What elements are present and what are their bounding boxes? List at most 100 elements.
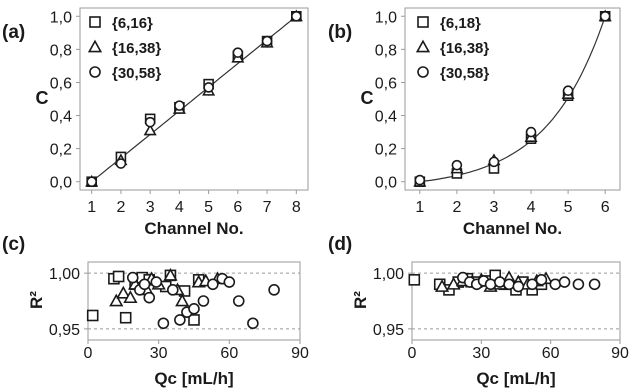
x-tick-label: 2 — [116, 199, 125, 216]
panel-label: (b) — [328, 22, 352, 43]
y-tick-label: 1,00 — [49, 266, 80, 283]
x-axis-label: Qc [mL/h] — [476, 369, 555, 388]
x-tick-label: 3 — [490, 199, 499, 216]
data-point-circle — [494, 276, 506, 288]
data-point-circle — [512, 280, 525, 293]
y-tick-label: 1,0 — [375, 9, 397, 26]
x-tick-label: 0 — [84, 345, 93, 362]
data-point-circle — [503, 278, 515, 291]
y-tick-label: 0,2 — [50, 142, 72, 159]
x-tick-label: 6 — [233, 199, 242, 216]
legend-label: {6,16} — [112, 15, 153, 32]
data-point-circle — [268, 284, 280, 296]
fit-curve — [419, 16, 606, 183]
y-tick-label: 0,8 — [375, 42, 397, 59]
data-point-circle — [144, 116, 156, 128]
data-point-circle — [488, 156, 500, 168]
data-point-circle — [451, 159, 463, 171]
data-point-circle — [174, 100, 185, 111]
legend-marker-circle — [417, 66, 429, 78]
data-point-circle — [157, 317, 170, 330]
data-point-circle — [572, 278, 585, 291]
data-point-circle — [247, 317, 259, 330]
x-tick-label: 5 — [564, 199, 573, 216]
panel-label: (a) — [2, 22, 25, 43]
panel-d: 0 30 60 90 0,95 1,00 Qc [mL/h] R² (d) — [328, 234, 629, 388]
data-point-circle — [223, 276, 236, 288]
x-tick-label: 90 — [291, 345, 309, 362]
data-point-square — [86, 309, 99, 322]
data-point-circle — [535, 274, 548, 286]
x-tick-label: 60 — [542, 345, 560, 362]
data-point-square — [408, 274, 421, 286]
x-tick-label: 4 — [175, 199, 184, 216]
x-axis-label: Qc [mL/h] — [154, 369, 233, 388]
y-tick-label: 1,0 — [50, 9, 72, 26]
data-point-circle — [558, 276, 571, 288]
y-axis-label: C — [36, 88, 49, 108]
x-tick-label: 7 — [263, 199, 272, 216]
legend-marker-triangle — [415, 39, 431, 53]
y-tick-label: 0,0 — [50, 175, 72, 192]
data-point-triangle — [143, 123, 157, 136]
data-point-circle — [232, 47, 244, 58]
data-point-triangle — [116, 285, 131, 299]
x-axis-label: Channel No. — [144, 219, 243, 238]
legend-label: {30,58} — [440, 65, 489, 82]
y-tick-label: 0,0 — [375, 175, 397, 192]
y-tick-label: 0,8 — [50, 42, 72, 59]
y-tick-label: 0,6 — [50, 75, 72, 92]
data-point-circle — [115, 158, 127, 169]
plot-frame — [79, 7, 309, 191]
panel-label: (c) — [2, 234, 25, 255]
data-point-circle — [167, 284, 179, 296]
panel-b: 1 2 3 4 5 6 0,0 0,2 0,4 0,6 0,8 1,0 Channel No. C (b) {… — [328, 7, 621, 238]
data-point-circle — [525, 126, 537, 138]
data-point-triangle — [109, 293, 124, 307]
data-point-triangle — [434, 279, 450, 292]
x-tick-label: 30 — [150, 345, 168, 362]
x-tick-label: 6 — [601, 199, 610, 216]
plot-frame — [411, 261, 621, 341]
y-axis-label: R² — [27, 291, 46, 309]
legend-label: {16,38} — [440, 40, 489, 57]
y-axis-label: R² — [351, 291, 370, 309]
x-tick-label: 5 — [204, 199, 213, 216]
data-point-circle — [143, 291, 156, 304]
data-point-circle — [188, 302, 200, 315]
data-point-circle — [562, 85, 574, 97]
y-tick-label: 0,2 — [375, 142, 397, 159]
data-point-square — [119, 311, 132, 324]
data-point-triangle — [123, 290, 138, 304]
data-point-circle — [207, 278, 219, 291]
x-tick-label: 1 — [415, 199, 424, 216]
legend-marker-circle — [89, 66, 101, 78]
y-tick-label: 0,95 — [373, 322, 404, 339]
x-tick-label: 2 — [452, 199, 461, 216]
x-tick-label: 1 — [87, 199, 96, 216]
legend-marker-triangle — [87, 39, 103, 53]
data-point-circle — [588, 278, 601, 291]
data-point-circle — [291, 10, 302, 22]
data-point-circle — [599, 10, 611, 22]
x-tick-label: 0 — [408, 345, 417, 362]
data-point-circle — [484, 278, 497, 291]
x-axis-label: Channel No. — [463, 219, 562, 238]
plot-frame — [404, 7, 621, 191]
data-point-circle — [261, 35, 273, 47]
legend-label: {6,18} — [440, 15, 481, 32]
x-tick-label: 90 — [611, 345, 629, 362]
data-point-circle — [549, 278, 562, 291]
legend-marker-square — [89, 16, 101, 28]
panel-label: (d) — [328, 234, 352, 255]
panel-c: 0 30 60 90 0,95 1,00 Qc [mL/h] R² (c) — [2, 234, 309, 388]
data-point-circle — [86, 176, 97, 188]
data-point-circle — [526, 278, 538, 291]
x-tick-label: 3 — [146, 199, 155, 216]
data-point-circle — [126, 271, 139, 284]
y-tick-label: 0,6 — [375, 75, 397, 92]
y-axis-label: C — [361, 88, 374, 108]
data-point-circle — [232, 295, 245, 307]
y-tick-label: 1,00 — [373, 266, 404, 283]
